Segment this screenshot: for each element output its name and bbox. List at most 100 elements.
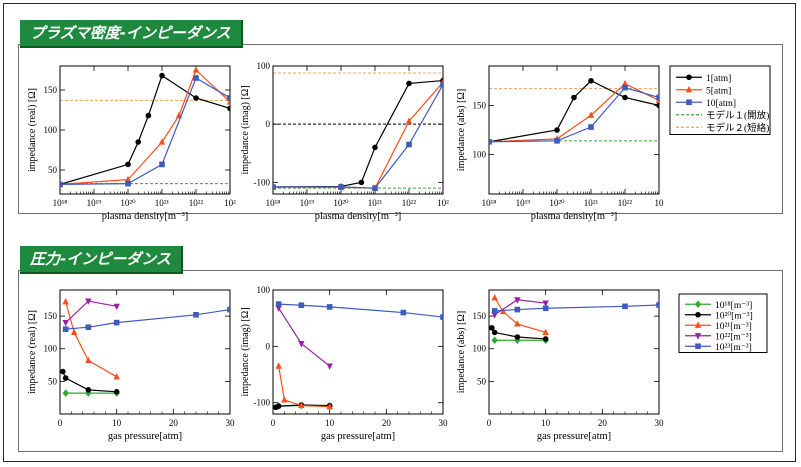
data-point (192, 66, 200, 73)
y-tick-label: 0 (266, 119, 271, 129)
series-line (273, 79, 443, 188)
series-2 (60, 75, 230, 188)
x-tick-label: 10²⁰ (120, 198, 136, 208)
x-tick-label: 10²⁰ (549, 198, 565, 208)
series-1 (273, 78, 443, 191)
x-tick-label: 0 (487, 418, 492, 428)
figure-frame (3, 3, 796, 462)
series-line (489, 83, 659, 143)
data-point (489, 139, 492, 145)
y-axis-label: impedance (imag) [Ω] (240, 85, 251, 174)
x-tick-label: 10²¹ (584, 198, 599, 208)
series-0 (273, 77, 443, 190)
series-line (489, 80, 659, 143)
legend-label: モデル１(開放) (706, 109, 769, 121)
x-tick-label: 10²² (618, 198, 633, 208)
chart-p-real: 0 10 20 30 50 100 150 gas pressure[atm] impedanc… (27, 289, 235, 442)
data-point (227, 95, 230, 101)
data-point (542, 300, 549, 307)
data-point (656, 302, 659, 308)
legend-density: 1[atm] 5[atm] 10[atm]モデル１(開放)モデル２(短絡) (669, 65, 771, 135)
data-point (326, 402, 333, 410)
chart-d-imag: 10¹⁸ 10¹⁹ 10²⁰ 10²¹ 10²² 10² -100 0 100 plasma de… (240, 61, 449, 222)
x-tick-label: 10¹⁹ (516, 198, 531, 208)
x-tick-label: 10²² (189, 198, 204, 208)
legend-marker (694, 333, 702, 340)
data-point (656, 102, 659, 109)
legend-marker (694, 300, 702, 309)
data-point (440, 314, 443, 320)
data-point (113, 319, 120, 326)
x-tick-label: 20 (169, 418, 179, 428)
plot-frame (272, 65, 444, 195)
data-point (621, 79, 629, 87)
data-point (60, 181, 63, 188)
series-line (60, 74, 230, 185)
x-tick-label: 10²² (402, 198, 417, 208)
y-tick-label: 150 (473, 311, 487, 321)
series-1 (489, 79, 659, 145)
series-3 (62, 298, 120, 327)
legend-label: 10[atm] (706, 99, 736, 109)
data-point (542, 305, 549, 312)
data-point (135, 139, 141, 145)
data-point (227, 306, 230, 313)
series-2 (489, 84, 659, 145)
series-4 (491, 302, 659, 314)
y-tick-label: 50 (48, 165, 58, 175)
x-axis-label: gas pressure[atm] (321, 431, 395, 442)
series-1 (60, 368, 120, 395)
y-tick-label: 100 (44, 125, 58, 135)
series-line (278, 365, 330, 408)
series-line (65, 301, 117, 378)
legend-label: 1[atm] (706, 74, 731, 84)
data-point (514, 320, 521, 327)
series-line (278, 307, 331, 367)
x-tick-label: 10¹⁸ (53, 198, 68, 208)
data-point (491, 312, 498, 319)
y-axis-label: impedance (abs) [Ω] (456, 311, 467, 393)
data-point (85, 387, 92, 393)
chart-d-abs: 10¹⁸ 10¹⁹ 10²⁰ 10²¹ 10²² 10 100 150 plasma densi… (456, 65, 664, 222)
data-point (491, 329, 498, 336)
data-point (124, 175, 132, 183)
data-point (193, 95, 199, 101)
series-0 (489, 77, 659, 145)
data-point (491, 336, 498, 345)
series-line (62, 371, 117, 393)
x-tick-label: 10 (112, 418, 122, 428)
x-tick-label: 20 (382, 418, 392, 428)
data-point (542, 336, 549, 342)
x-tick-label: 10¹⁹ (87, 198, 102, 208)
y-tick-label: 150 (473, 100, 487, 110)
series-line (60, 77, 230, 185)
legend-label: 10²³[m⁻³] (715, 343, 752, 353)
data-point (405, 117, 413, 124)
data-point (125, 161, 131, 168)
density-section-title: プラズマ密度-インピーダンス (20, 20, 243, 48)
x-axis-label: plasma density[m⁻³] (315, 211, 402, 222)
x-tick-label: 10 (541, 418, 551, 428)
x-tick-label: 0 (271, 418, 276, 428)
y-tick-label: 100 (473, 150, 487, 160)
data-point (62, 326, 69, 332)
data-point (62, 297, 69, 305)
data-point (406, 80, 412, 87)
legend-label: 5[atm] (706, 86, 731, 96)
legend-label: 10²⁰[m⁻³] (715, 311, 753, 321)
data-point (514, 297, 521, 304)
series-line (494, 297, 546, 333)
y-axis-label: impedance (real) [Ω] (27, 310, 38, 394)
data-point (62, 375, 69, 381)
data-point (491, 308, 498, 314)
plot-frame (488, 65, 660, 195)
data-point (622, 84, 628, 91)
x-tick-label: 10² (224, 198, 236, 208)
data-point (193, 75, 199, 81)
y-tick-label: 100 (473, 344, 487, 354)
y-tick-label: 150 (44, 85, 58, 95)
plot-frame (272, 289, 444, 415)
data-point (588, 77, 594, 84)
y-tick-label: 0 (266, 341, 271, 351)
